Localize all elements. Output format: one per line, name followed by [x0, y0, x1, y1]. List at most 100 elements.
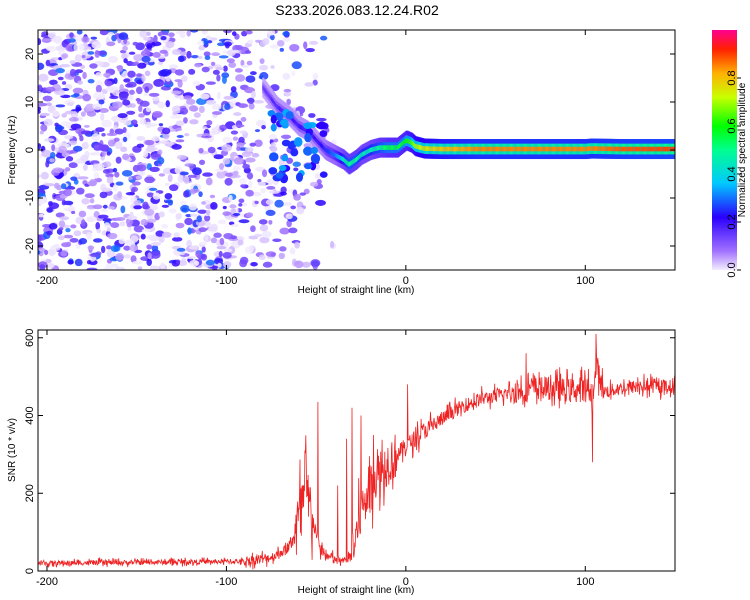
spectrogram-noise-cell	[64, 143, 71, 148]
spectrogram-noise-cell	[180, 204, 190, 213]
spectrogram-noise-cell	[211, 126, 222, 135]
spectrogram-ridge-core	[343, 157, 346, 162]
spectrogram-ridge-core	[365, 150, 368, 155]
spectrogram-noise-cell	[269, 44, 279, 49]
spectrogram-blob	[281, 154, 289, 162]
spectrogram-noise-cell	[251, 152, 260, 158]
spectrogram-noise-cell	[58, 220, 66, 228]
spectrogram-noise-cell	[55, 68, 65, 74]
spectrogram-ridge-core	[354, 157, 357, 163]
spectrogram-noise-cell	[259, 224, 269, 232]
spectrogram-noise-cell	[99, 30, 109, 36]
spectrogram-ridge-core	[667, 146, 670, 152]
spectrogram-ridge-core	[301, 125, 304, 130]
spectrogram-ridge-core	[500, 146, 503, 152]
spectrogram-noise-cell	[188, 68, 196, 75]
spectrogram-ridge-core	[641, 146, 644, 152]
spectrogram-noise-cell	[268, 219, 273, 225]
spectrogram-ridge-core	[510, 146, 513, 152]
spectrogram-noise-cell	[237, 103, 249, 108]
spectrogram-ridge-core	[548, 146, 551, 152]
spectrogram-ridge-core	[486, 146, 489, 152]
spectrogram-noise-cell	[151, 137, 160, 142]
spectrogram-noise-cell	[42, 95, 53, 102]
spectrogram-ridge-core	[658, 146, 661, 152]
spectrogram-noise-cell	[173, 232, 180, 238]
spectrogram-ridge-core	[558, 146, 561, 152]
spectrogram-noise-cell	[65, 241, 72, 247]
spectrogram-noise-cell	[38, 38, 42, 45]
spectrogram-noise-cell	[204, 55, 211, 61]
spectrogram-noise-cell	[198, 105, 205, 114]
spectrogram-ridge-core	[560, 146, 563, 152]
spectrogram-noise-cell	[132, 181, 141, 186]
spectrogram-ridge-core	[503, 146, 506, 152]
spectrogram-ridge-core	[325, 148, 328, 153]
spectrogram-ridge-core	[315, 136, 318, 142]
spectrogram-noise-cell	[265, 251, 277, 257]
spectrogram-ridge-core	[380, 145, 383, 150]
spectrogram-ridge-core	[513, 146, 516, 152]
spectrogram-noise-cell	[41, 149, 52, 158]
spectrogram-noise-cell	[177, 175, 184, 184]
spectrogram-noise-cell	[183, 190, 190, 198]
spectrogram-noise-cell	[107, 206, 116, 210]
spectrogram-noise-cell	[201, 30, 208, 35]
spectrogram-noise-cell	[159, 262, 166, 269]
spectrogram-noise-cell	[222, 251, 232, 259]
spectrogram-ridge-core	[477, 146, 480, 152]
spectrogram-ridge-core	[620, 146, 623, 152]
spectrogram-noise-cell	[43, 138, 55, 142]
spectrogram-noise-cell	[136, 136, 146, 141]
snr-xtick-label: -100	[215, 576, 237, 588]
spectrogram-noise-cell	[280, 191, 287, 196]
spectrogram-ridge-core	[396, 145, 399, 150]
spectrogram-noise-cell	[57, 76, 64, 81]
spectrogram-ridge-core	[557, 146, 560, 152]
spectrogram-noise-cell	[280, 186, 287, 194]
spectrogram-ridge-core	[409, 139, 412, 145]
spectrogram-ridge-core	[382, 145, 385, 150]
spectrogram-ridge-core	[568, 146, 571, 152]
spectrogram-noise-cell	[238, 219, 250, 224]
spectrogram-ridge-core	[642, 146, 645, 152]
spectrogram-noise-cell	[312, 73, 319, 81]
spectrogram-ytick-label: 20	[24, 48, 36, 60]
spectrogram-ridge-core	[549, 146, 552, 152]
spectrogram-noise-cell	[126, 94, 134, 101]
spectrogram-noise-cell	[197, 55, 203, 59]
spectrogram-noise-cell	[153, 34, 158, 43]
spectrogram-noise-cell	[76, 187, 85, 195]
spectrogram-noise-cell	[241, 151, 252, 158]
spectrogram-noise-cell	[93, 143, 104, 151]
spectrogram-xtick-label: 0	[403, 275, 409, 287]
spectrogram-noise-cell	[92, 103, 103, 110]
spectrogram-blob	[319, 171, 328, 178]
spectrogram-noise-cell	[148, 92, 160, 97]
spectrogram-noise-cell	[51, 144, 56, 152]
spectrogram-noise-cell	[157, 156, 165, 165]
spectrogram-ridge-core	[662, 146, 665, 152]
spectrogram-noise-cell	[258, 254, 266, 261]
spectrogram-noise-cell	[41, 38, 52, 43]
spectrogram-noise-cell	[87, 180, 97, 187]
spectrogram-noise-cell	[187, 255, 196, 260]
spectrogram-blob	[285, 111, 294, 120]
spectrogram-noise-cell	[120, 73, 126, 78]
spectrogram-ridge-core	[526, 146, 529, 152]
spectrogram-noise-cell	[205, 81, 216, 85]
spectrogram-noise-cell	[69, 32, 74, 38]
spectrogram-noise-cell	[315, 199, 327, 206]
spectrogram-ridge-core	[264, 88, 267, 93]
spectrogram-noise-cell	[258, 219, 268, 225]
spectrogram-ridge-core	[530, 146, 533, 152]
spectrogram-noise-cell	[308, 113, 316, 118]
spectrogram-ridge-core	[399, 143, 402, 149]
spectrogram-noise-cell	[201, 133, 211, 137]
spectrogram-ridge-core	[604, 146, 607, 152]
spectrogram-ridge-core	[331, 150, 334, 156]
spectrogram-ridge-core	[337, 154, 340, 160]
spectrogram-noise-cell	[101, 187, 112, 192]
spectrogram-noise-cell	[245, 50, 252, 54]
colorbar-tick-label: 0.0	[726, 262, 738, 277]
